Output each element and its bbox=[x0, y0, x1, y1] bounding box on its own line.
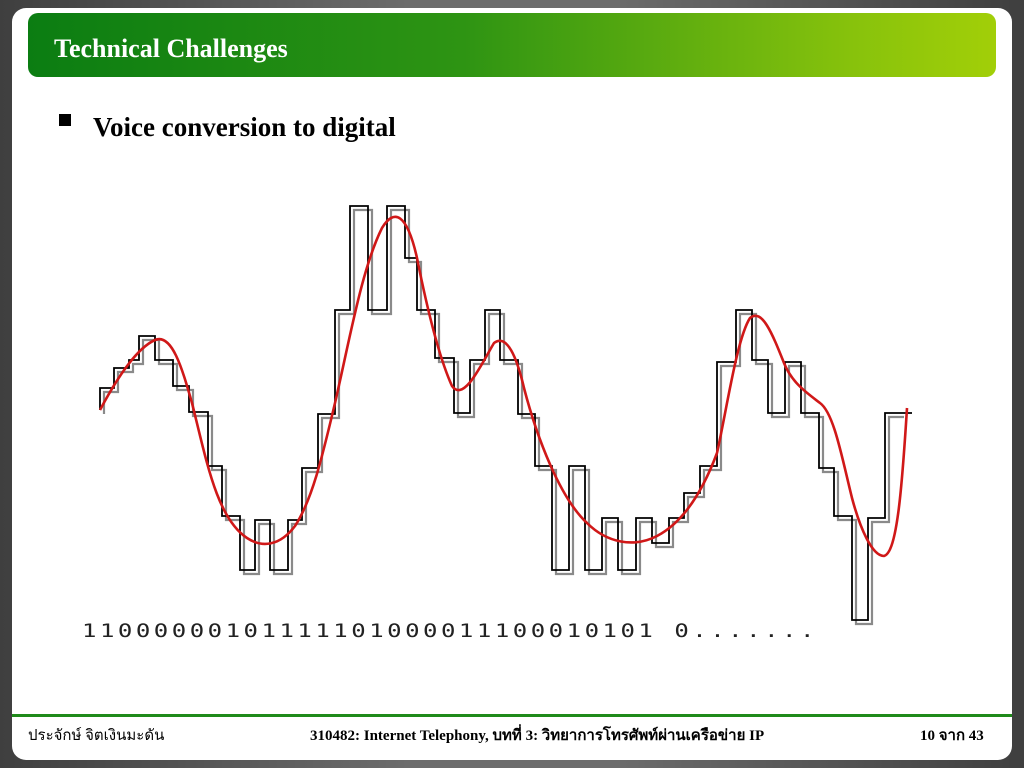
footer-author: ประจักษ์ จิตเงินมะดัน bbox=[28, 728, 165, 744]
quantized-steps-shadow bbox=[102, 208, 904, 626]
footer-course: 310482: Internet Telephony, บทที่ 3: วิท… bbox=[310, 728, 765, 744]
quantized-steps bbox=[99, 205, 912, 621]
title-bar: Technical Challenges bbox=[28, 13, 996, 77]
bullet-text: Voice conversion to digital bbox=[93, 112, 396, 142]
slide-title: Technical Challenges bbox=[54, 34, 288, 63]
bit-stream: 11000000101111101000011100010101 0......… bbox=[82, 619, 818, 642]
footer-divider bbox=[12, 714, 1012, 717]
bullet-square-icon bbox=[59, 114, 71, 126]
slide: Technical Challenges Voice conversion to… bbox=[12, 8, 1012, 760]
analog-waveform bbox=[98, 215, 909, 558]
analog-to-digital-diagram bbox=[98, 205, 912, 626]
footer-page-number: 10 จาก 43 bbox=[920, 728, 984, 744]
